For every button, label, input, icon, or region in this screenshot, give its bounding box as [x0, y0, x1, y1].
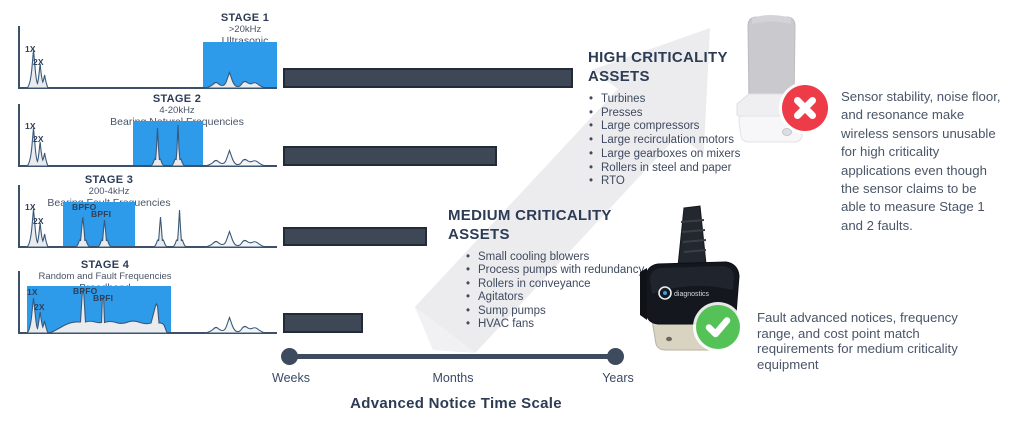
stage-3-bpfo-peak	[74, 216, 91, 248]
stage-3-harmonic-peak-2	[171, 209, 188, 248]
high-criticality-title: HIGH CRITICALITY ASSETS	[588, 49, 728, 85]
stage-4-bpfi-label: BPFI	[93, 293, 114, 303]
stage-1-axes	[18, 26, 277, 89]
stage-3-bpfi-peak	[96, 219, 113, 248]
wireless-sensor-cap	[752, 15, 791, 24]
stage-4-axes	[18, 271, 277, 334]
timeline-axis	[289, 354, 615, 359]
trend-arrow-tail	[414, 307, 476, 353]
advance-notice-bar-stage-4	[283, 313, 363, 333]
list-item: Process pumps with redundancy	[465, 264, 668, 278]
wired-sensor-gloss	[650, 266, 734, 294]
stage-4-high-frequency-bumps	[204, 315, 266, 334]
timeline-tick-weeks: Weeks	[272, 371, 310, 385]
stage-3-bpfo-label: BPFO	[72, 202, 97, 212]
stage-1-range: >20kHz	[228, 23, 262, 35]
stage-4-name: STAGE 4	[80, 259, 130, 271]
stage-3-2x-label: 2X	[33, 216, 44, 226]
stage-2-high-frequency-bumps	[204, 148, 266, 167]
high-criticality-list: Turbines Presses Large compressors Large…	[588, 93, 788, 189]
timeline-tick-months: Months	[432, 371, 474, 385]
wired-advantage-note: Fault advanced notices, frequency range,…	[757, 310, 958, 372]
reject-x-icon	[782, 85, 828, 131]
stage-1-1x-label: 1X	[25, 44, 36, 54]
stage-1-spectrum-chart	[18, 26, 277, 89]
stage-4-2x-label: 2X	[34, 302, 45, 312]
stage-2-range: 4-20kHz	[159, 104, 195, 116]
timeline-start-dot	[281, 348, 298, 365]
check-glyph	[705, 317, 731, 338]
list-item: RTO	[588, 175, 788, 189]
list-item: Turbines	[588, 93, 788, 107]
list-item: Rollers in steel and paper	[588, 162, 788, 176]
stage-2-running-speed-peaks	[25, 127, 49, 167]
high-criticality-section: HIGH CRITICALITY ASSETS Turbines Presses…	[588, 48, 788, 189]
stage-2-highlight-band	[133, 121, 203, 166]
stage-4-1x-label: 1X	[27, 287, 38, 297]
timeline-end-dot	[607, 348, 624, 365]
medium-criticality-section: MEDIUM CRITICALITY ASSETS Small cooling …	[448, 206, 668, 332]
timeline-tick-years: Years	[602, 371, 634, 385]
list-item: Rollers in conveyance	[465, 278, 668, 292]
stage-2-spectrum-chart	[18, 104, 277, 167]
stage-1-2x-label: 2X	[33, 57, 44, 67]
wired-sensor-logo-text: diagnostics	[674, 291, 710, 298]
x-glyph	[794, 97, 816, 119]
stage-1-name: STAGE 1	[220, 12, 270, 24]
approve-check-icon	[696, 305, 740, 349]
list-item: Presses	[588, 107, 788, 121]
wireless-sensor-port	[782, 128, 792, 136]
wired-sensor-logo-icon	[658, 286, 672, 300]
wired-sensor-antenna	[677, 205, 707, 267]
timeline-title: Advanced Notice Time Scale	[350, 395, 562, 412]
wired-sensor-logo-dot	[663, 291, 667, 295]
advance-notice-bar-stage-1	[283, 68, 573, 88]
stage-1-label: STAGE 1 >20kHz Ultrasonic	[130, 12, 360, 47]
wired-sensor-antenna-ridges	[680, 219, 707, 253]
list-item: Large recirculation motors	[588, 134, 788, 148]
stage-3-spectrum-chart	[18, 185, 277, 248]
stage-3-running-speed-peaks	[25, 208, 49, 248]
wired-sensor-base-detail	[666, 336, 672, 342]
stage-2-name: STAGE 2	[152, 93, 202, 105]
stage-2-2x-label: 2X	[33, 134, 44, 144]
stage-1-highlight-band	[203, 42, 277, 88]
list-item: Large compressors	[588, 120, 788, 134]
advance-notice-bar-stage-3	[283, 227, 427, 246]
stage-2-1x-label: 1X	[25, 121, 36, 131]
stage-4-running-speed-peaks	[25, 297, 49, 334]
stage-3-high-frequency-bumps	[204, 229, 266, 248]
stage-2-natural-frequency-peak-1	[149, 127, 166, 167]
stage-2-natural-frequency-peak-2	[170, 124, 186, 167]
stage-3-highlight-band	[63, 202, 135, 247]
list-item: Agitators	[465, 291, 668, 305]
advance-notice-bar-stage-2	[283, 146, 497, 166]
stage-3-bpfi-label: BPFI	[91, 209, 112, 219]
stage-1-ultrasonic-peaks	[204, 70, 266, 89]
stage-3-axes	[18, 185, 277, 248]
wireless-limitation-note: Sensor stability, noise floor, and reson…	[841, 89, 1001, 233]
list-item: Large gearboxes on mixers	[588, 148, 788, 162]
medium-criticality-title: MEDIUM CRITICALITY ASSETS	[448, 207, 612, 243]
stage-2-axes	[18, 104, 277, 167]
stage-3-range: 200-4kHz	[88, 185, 130, 197]
stage-1-running-speed-peaks	[25, 49, 49, 89]
list-item: Small cooling blowers	[465, 251, 668, 265]
stage-1-desc: Ultrasonic	[221, 34, 269, 47]
wired-sensor-clip	[640, 268, 647, 320]
medium-criticality-list: Small cooling blowers Process pumps with…	[465, 251, 668, 332]
list-item: HVAC fans	[465, 318, 668, 332]
stage-4-broadband-noise-floor	[49, 288, 168, 334]
stage-3-1x-label: 1X	[25, 202, 36, 212]
stage-3-name: STAGE 3	[84, 174, 134, 186]
stage-3-harmonic-peak-1	[152, 216, 169, 248]
list-item: Sump pumps	[465, 305, 668, 319]
stage-4-spectrum-chart	[18, 271, 277, 334]
stage-4-bpfo-label: BPFO	[73, 286, 98, 296]
stage-4-range: Random and Fault Frequencies	[38, 270, 172, 282]
